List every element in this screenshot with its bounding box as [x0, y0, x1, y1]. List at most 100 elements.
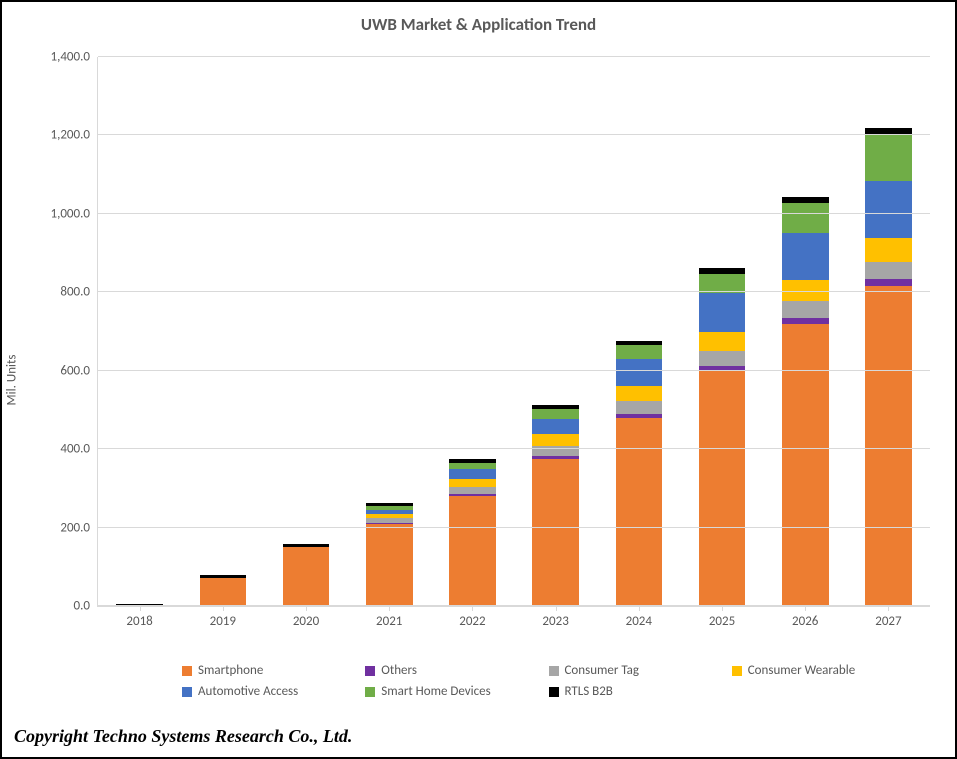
legend-item-others: Others — [365, 663, 538, 678]
bar-segment-smartphone — [366, 524, 413, 606]
bar-segment-smartphone — [616, 418, 663, 606]
x-tick-label: 2026 — [792, 606, 818, 629]
bar-segment-automotive_access — [616, 359, 663, 386]
bar-segment-smartphone — [532, 459, 579, 606]
copyright-text: Copyright Techno Systems Research Co., L… — [14, 726, 352, 747]
x-tick-label: 2023 — [542, 606, 568, 629]
y-axis-label: Mil. Units — [5, 354, 20, 405]
bar-slot: 2027 — [847, 57, 930, 606]
chart-frame: UWB Market & Application Trend Mil. Unit… — [0, 0, 957, 759]
bar-stack — [200, 57, 247, 606]
legend-swatch — [549, 687, 559, 697]
grid-line — [98, 291, 930, 292]
x-tick-label: 2020 — [293, 606, 319, 629]
grid-line — [98, 370, 930, 371]
bar-segment-smart_home — [782, 203, 829, 232]
bar-segment-smartphone — [449, 496, 496, 606]
bar-slot: 2024 — [597, 57, 680, 606]
y-tick-label: 1,000.0 — [51, 206, 98, 221]
legend-label: RTLS B2B — [565, 684, 613, 699]
grid-line — [98, 448, 930, 449]
bar-slot: 2026 — [764, 57, 847, 606]
bar-segment-consumer_tag — [449, 487, 496, 494]
bar-segment-smartphone — [782, 324, 829, 606]
bar-slot: 2020 — [264, 57, 347, 606]
legend-swatch — [365, 687, 375, 697]
bar-segment-consumer_wearable — [532, 434, 579, 446]
bar-segment-consumer_wearable — [865, 238, 912, 262]
grid-line — [98, 134, 930, 135]
legend-item-smartphone: Smartphone — [182, 663, 355, 678]
bar-segment-smartphone — [283, 547, 330, 606]
grid-line — [98, 527, 930, 528]
bar-segment-automotive_access — [532, 419, 579, 435]
bar-segment-smartphone — [200, 578, 247, 606]
bar-stack — [699, 57, 746, 606]
bar-segment-automotive_access — [699, 293, 746, 332]
bar-stack — [865, 57, 912, 606]
x-tick-label: 2018 — [126, 606, 152, 629]
legend-swatch — [182, 666, 192, 676]
bar-segment-consumer_tag — [699, 351, 746, 366]
bar-segment-smart_home — [865, 134, 912, 181]
bar-slot: 2021 — [348, 57, 431, 606]
legend-label: Consumer Wearable — [748, 663, 855, 678]
x-tick-label: 2019 — [210, 606, 236, 629]
bar-segment-consumer_tag — [865, 262, 912, 280]
bar-segment-others — [865, 279, 912, 286]
bar-segment-consumer_tag — [782, 301, 829, 317]
x-tick-label: 2025 — [709, 606, 735, 629]
bar-segment-automotive_access — [782, 233, 829, 280]
bar-segment-smartphone — [699, 371, 746, 606]
x-tick-label: 2027 — [875, 606, 901, 629]
bar-segment-consumer_wearable — [449, 479, 496, 488]
legend: Smartphone Others Consumer Tag Consumer Wea… — [182, 663, 905, 699]
legend-item-rtls_b2b: RTLS B2B — [549, 684, 722, 699]
legend-item-automotive_access: Automotive Access — [182, 684, 355, 699]
bar-segment-consumer_tag — [616, 401, 663, 414]
y-tick-label: 600.0 — [60, 363, 98, 378]
legend-swatch — [732, 666, 742, 676]
grid-line — [98, 56, 930, 57]
bar-segment-smart_home — [616, 345, 663, 359]
legend-swatch — [365, 666, 375, 676]
grid-line — [98, 213, 930, 214]
bar-segment-automotive_access — [865, 181, 912, 238]
bar-slot: 2025 — [680, 57, 763, 606]
y-tick-label: 0.0 — [74, 599, 98, 614]
legend-label: Consumer Tag — [565, 663, 640, 678]
legend-label: Smartphone — [198, 663, 263, 678]
bar-slot: 2019 — [181, 57, 264, 606]
legend-label: Automotive Access — [198, 684, 298, 699]
bar-stack — [283, 57, 330, 606]
bar-stack — [616, 57, 663, 606]
y-tick-label: 200.0 — [60, 520, 98, 535]
legend-label: Others — [381, 663, 417, 678]
bars-container: 2018201920202021202220232024202520262027 — [98, 57, 930, 606]
bar-segment-consumer_wearable — [616, 386, 663, 401]
y-tick-label: 1,200.0 — [51, 128, 98, 143]
legend-item-consumer_wearable: Consumer Wearable — [732, 663, 905, 678]
bar-slot: 2022 — [431, 57, 514, 606]
legend-item-consumer_tag: Consumer Tag — [549, 663, 722, 678]
legend-label: Smart Home Devices — [381, 684, 490, 699]
bar-segment-consumer_wearable — [699, 332, 746, 351]
legend-swatch — [549, 666, 559, 676]
bar-slot: 2023 — [514, 57, 597, 606]
legend-item-smart_home: Smart Home Devices — [365, 684, 538, 699]
y-tick-label: 1,400.0 — [51, 50, 98, 65]
grid-line — [98, 605, 930, 606]
bar-stack — [782, 57, 829, 606]
bar-slot: 2018 — [98, 57, 181, 606]
y-tick-label: 800.0 — [60, 285, 98, 300]
bar-stack — [449, 57, 496, 606]
x-tick-label: 2024 — [626, 606, 652, 629]
bar-segment-automotive_access — [449, 469, 496, 479]
bar-stack — [532, 57, 579, 606]
x-tick-label: 2022 — [459, 606, 485, 629]
bar-segment-smart_home — [699, 274, 746, 294]
bar-stack — [366, 57, 413, 606]
bar-stack — [116, 57, 163, 606]
y-tick-label: 400.0 — [60, 442, 98, 457]
chart-title: UWB Market & Application Trend — [2, 14, 955, 35]
